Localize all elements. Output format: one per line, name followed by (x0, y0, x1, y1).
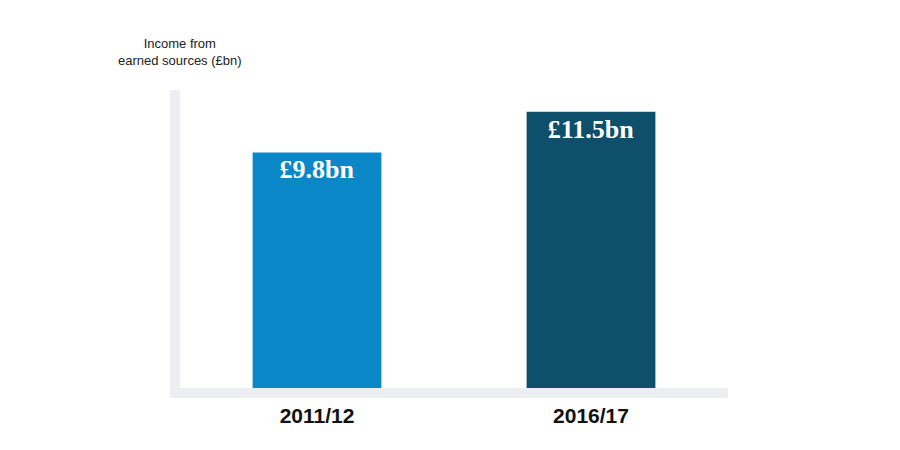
svg-text:£11.5bn: £11.5bn (548, 115, 635, 144)
svg-text:2011/12: 2011/12 (280, 404, 355, 427)
svg-text:2016/17: 2016/17 (553, 404, 629, 427)
svg-text:£9.8bn: £9.8bn (280, 155, 355, 184)
svg-text:Income fromearned sources (£bn: Income fromearned sources (£bn) (118, 36, 242, 68)
